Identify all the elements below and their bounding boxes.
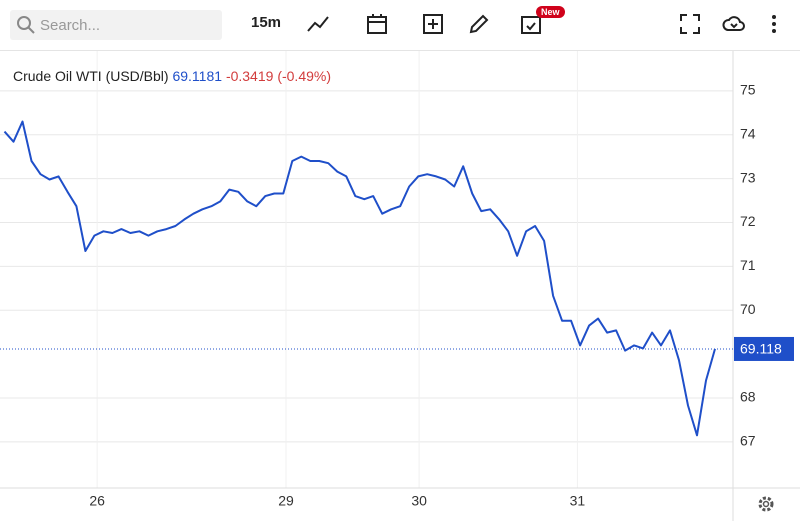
y-tick-label: 67 [740, 433, 756, 449]
settings-icon[interactable] [756, 494, 776, 514]
symbol-title: Crude Oil WTI (USD/Bbl) [13, 68, 169, 84]
x-tick-label: 26 [89, 493, 105, 509]
fullscreen-icon[interactable] [678, 12, 702, 36]
search-box[interactable]: Search... [10, 10, 222, 40]
y-tick-label: 72 [740, 213, 756, 229]
x-tick-label: 31 [570, 493, 586, 509]
x-tick-label: 29 [278, 493, 294, 509]
y-tick-label: 71 [740, 257, 756, 273]
x-tick-label: 30 [411, 493, 427, 509]
download-icon[interactable] [722, 12, 746, 36]
new-badge: New [536, 6, 565, 18]
change-pct: (-0.49%) [277, 68, 331, 84]
last-price-box [734, 336, 794, 361]
price: 69.1181 [172, 68, 223, 84]
y-tick-label: 70 [740, 301, 756, 317]
add-icon[interactable] [421, 12, 445, 36]
interval-button[interactable]: 15m [251, 14, 282, 31]
last-price-label: 69.118 [740, 341, 782, 357]
price-line-series [3, 120, 716, 437]
y-tick-label: 75 [740, 82, 756, 98]
y-tick-label: 68 [740, 389, 756, 405]
events-icon[interactable] [519, 12, 543, 36]
change: -0.3419 [225, 68, 274, 84]
search-placeholder: Search... [40, 17, 101, 34]
search-icon [17, 16, 35, 34]
y-tick-label: 73 [740, 169, 756, 185]
y-tick-label: 74 [740, 125, 756, 141]
legend: Crude Oil WTI (USD/Bbl) 69.1181 -0.3419 … [13, 68, 331, 84]
toolbar: Search... 15m New [0, 0, 800, 51]
draw-icon[interactable] [467, 12, 491, 36]
calendar-icon[interactable] [365, 12, 389, 36]
chart-type-icon[interactable] [306, 12, 330, 36]
menu-icon[interactable] [762, 12, 786, 36]
